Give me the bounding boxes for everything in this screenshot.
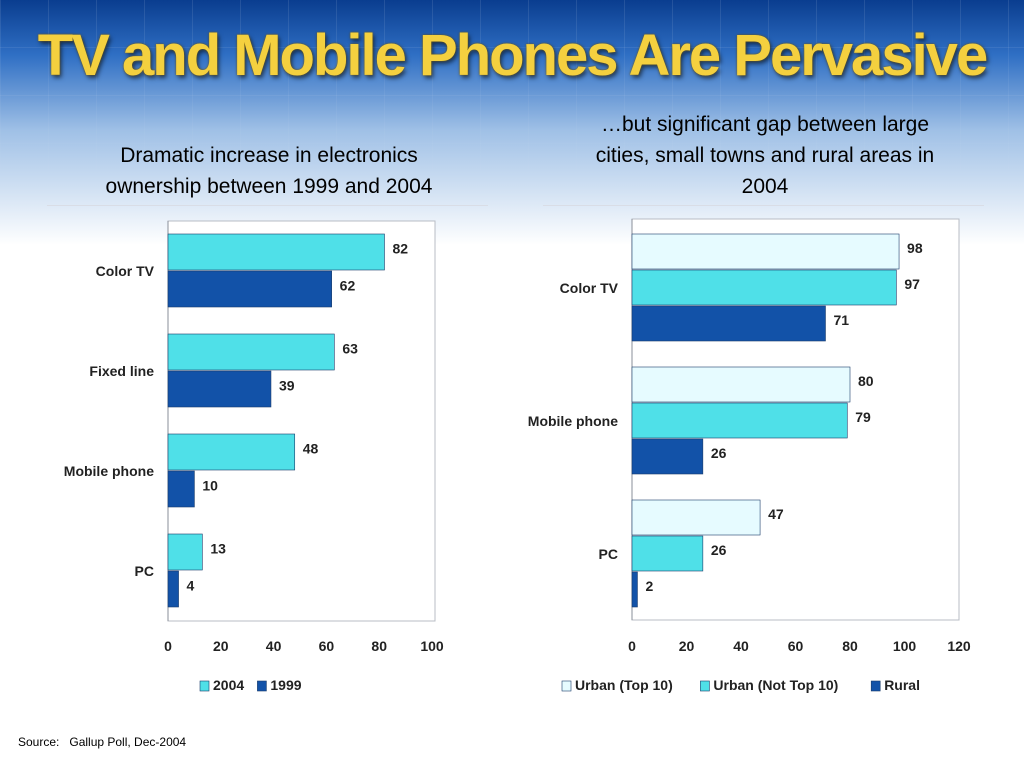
bar xyxy=(631,402,848,439)
legend-label: 1999 xyxy=(270,677,301,693)
bar xyxy=(631,571,638,608)
x-tick-label: 20 xyxy=(679,638,695,654)
source-label: Source: xyxy=(18,735,60,749)
bar xyxy=(167,233,385,271)
x-tick-label: 60 xyxy=(319,638,335,654)
bar xyxy=(167,533,203,571)
bar xyxy=(167,470,195,508)
data-label: 98 xyxy=(907,240,923,256)
data-label: 48 xyxy=(303,441,319,457)
x-tick-label: 100 xyxy=(893,638,917,654)
bar xyxy=(167,433,296,471)
bar xyxy=(631,366,851,403)
left-subtitle-line: ownership between 1999 and 2004 xyxy=(105,175,433,198)
slide-title: TV and Mobile Phones Are Pervasive xyxy=(37,23,988,88)
bar xyxy=(631,233,900,270)
data-label: 71 xyxy=(833,312,849,328)
data-label: 26 xyxy=(711,445,727,461)
right-subtitle: …but significant gap between large citie… xyxy=(535,109,995,202)
x-tick-label: 0 xyxy=(628,638,636,654)
category-label: Mobile phone xyxy=(528,413,618,429)
data-label: 26 xyxy=(711,542,727,558)
right-subtitle-line: cities, small towns and rural areas in xyxy=(595,144,935,167)
left-divider xyxy=(47,205,488,206)
x-tick-label: 80 xyxy=(371,638,387,654)
bar xyxy=(167,333,335,371)
category-label: Fixed line xyxy=(89,363,154,379)
legend-swatch xyxy=(199,680,210,692)
legend-swatch xyxy=(870,680,881,692)
bar xyxy=(167,370,272,408)
x-tick-label: 120 xyxy=(947,638,971,654)
bar xyxy=(631,269,897,306)
right-subtitle-line: 2004 xyxy=(741,175,789,198)
data-label: 4 xyxy=(187,578,195,594)
x-tick-label: 0 xyxy=(164,638,172,654)
x-tick-label: 100 xyxy=(420,638,444,654)
bar xyxy=(631,305,826,342)
bar xyxy=(631,499,761,536)
x-tick-label: 20 xyxy=(213,638,229,654)
data-label: 39 xyxy=(279,378,295,394)
data-label: 80 xyxy=(858,373,874,389)
data-label: 13 xyxy=(210,541,226,557)
bar xyxy=(167,270,332,308)
left-subtitle: Dramatic increase in electronics ownersh… xyxy=(40,140,498,202)
x-tick-label: 60 xyxy=(788,638,804,654)
x-tick-label: 40 xyxy=(266,638,282,654)
urban-rural-gap-chart: 0 20 40 60 80 100 120 Color TV 98 97 71 Mobile phon… xyxy=(528,218,971,693)
data-label: 82 xyxy=(392,241,408,257)
data-label: 62 xyxy=(340,278,356,294)
bar xyxy=(167,570,179,608)
data-label: 47 xyxy=(768,506,784,522)
data-label: 63 xyxy=(342,341,358,357)
source-note: Source: Gallup Poll, Dec-2004 xyxy=(18,735,196,749)
data-label: 79 xyxy=(855,409,871,425)
category-label: PC xyxy=(599,546,618,562)
legend-label: Rural xyxy=(884,677,920,693)
legend-label: Urban (Not Top 10) xyxy=(713,677,838,693)
bar xyxy=(631,438,704,475)
legend-swatch xyxy=(700,680,710,692)
x-tick-label: 40 xyxy=(733,638,749,654)
legend-label: 2004 xyxy=(213,677,244,693)
legend-label: Urban (Top 10) xyxy=(575,677,673,693)
category-label: PC xyxy=(135,563,154,579)
data-label: 97 xyxy=(904,276,920,292)
bar xyxy=(631,535,704,572)
legend-swatch xyxy=(257,680,267,692)
category-label: Mobile phone xyxy=(64,463,154,479)
category-label: Color TV xyxy=(560,280,619,296)
header-background xyxy=(0,0,1024,260)
legend-swatch xyxy=(561,680,572,692)
ownership-growth-chart: 0 20 40 60 80 100 Color TV 82 62 Fixed line 63 39 Mo… xyxy=(64,220,444,693)
right-subtitle-line: …but significant gap between large xyxy=(600,113,930,136)
left-subtitle-line: Dramatic increase in electronics xyxy=(120,144,418,167)
header-grid-pattern xyxy=(0,0,1024,200)
data-label: 10 xyxy=(202,478,218,494)
x-tick-label: 80 xyxy=(842,638,858,654)
right-divider xyxy=(543,205,984,206)
data-label: 2 xyxy=(645,578,653,594)
source-text: Gallup Poll, Dec-2004 xyxy=(69,735,187,749)
category-label: Color TV xyxy=(96,263,155,279)
